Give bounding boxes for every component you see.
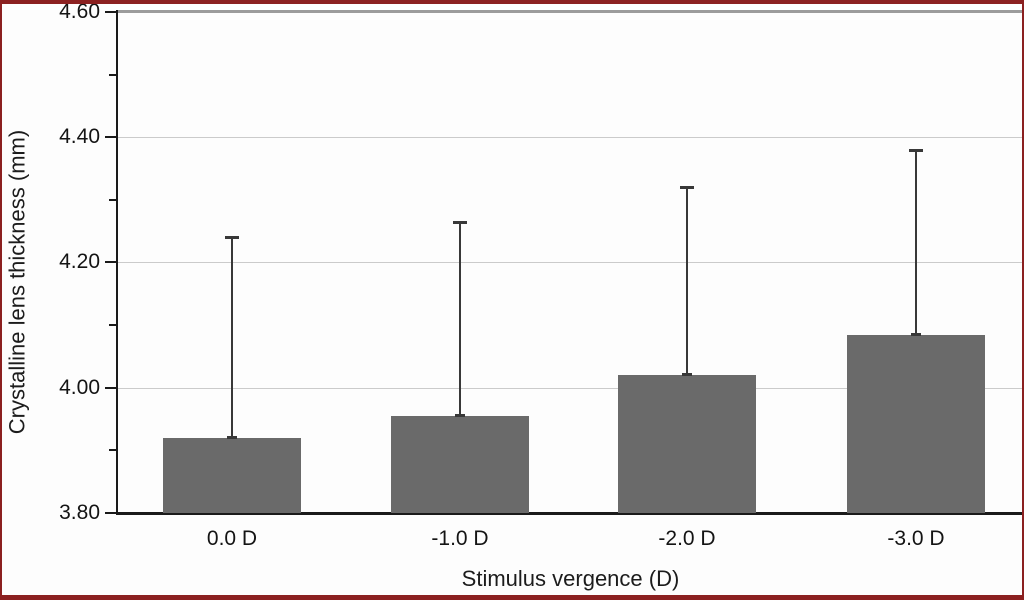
x-tick-label: -3.0 D	[887, 527, 945, 550]
error-bar-cap-bottom	[227, 436, 237, 439]
y-gridline	[117, 137, 1024, 138]
plot-top-border	[117, 10, 1024, 13]
y-tick-label: 4.20	[59, 250, 100, 273]
y-tick-label: 4.00	[59, 376, 100, 399]
x-tick-label: -2.0 D	[658, 527, 716, 550]
y-major-tick	[105, 512, 117, 514]
error-bar-line	[915, 150, 917, 335]
error-bar-cap-bottom	[911, 333, 921, 336]
error-bar-line	[459, 222, 461, 416]
y-tick-label: 4.60	[59, 0, 100, 23]
bar	[618, 375, 756, 513]
y-major-tick	[105, 11, 117, 13]
error-bar-cap-bottom	[682, 373, 692, 376]
error-bar-cap-top	[680, 186, 694, 189]
bar	[163, 438, 301, 513]
y-gridline	[117, 388, 1024, 389]
y-minor-tick	[109, 449, 117, 451]
error-bar-cap-top	[225, 236, 239, 239]
error-bar-cap-bottom	[455, 414, 465, 417]
y-major-tick	[105, 387, 117, 389]
error-bar-line	[231, 237, 233, 438]
error-bar-line	[686, 187, 688, 375]
y-axis-title: Crystalline lens thickness (mm)	[4, 129, 30, 435]
y-minor-tick	[109, 74, 117, 76]
y-tick-label: 3.80	[59, 501, 100, 524]
x-tick-label: -1.0 D	[431, 527, 489, 550]
bar	[847, 335, 985, 513]
y-gridline	[117, 262, 1024, 263]
error-bar-cap-top	[453, 221, 467, 224]
y-minor-tick	[109, 324, 117, 326]
error-bar-cap-top	[909, 149, 923, 152]
x-axis-line	[116, 512, 1024, 515]
y-minor-tick	[109, 199, 117, 201]
x-axis-title: Stimulus vergence (D)	[461, 566, 680, 591]
y-tick-label: 4.40	[59, 125, 100, 148]
y-major-tick	[105, 261, 117, 263]
y-axis-line	[116, 10, 118, 514]
bar	[391, 416, 529, 513]
x-tick-label: 0.0 D	[206, 527, 258, 550]
y-major-tick	[105, 136, 117, 138]
